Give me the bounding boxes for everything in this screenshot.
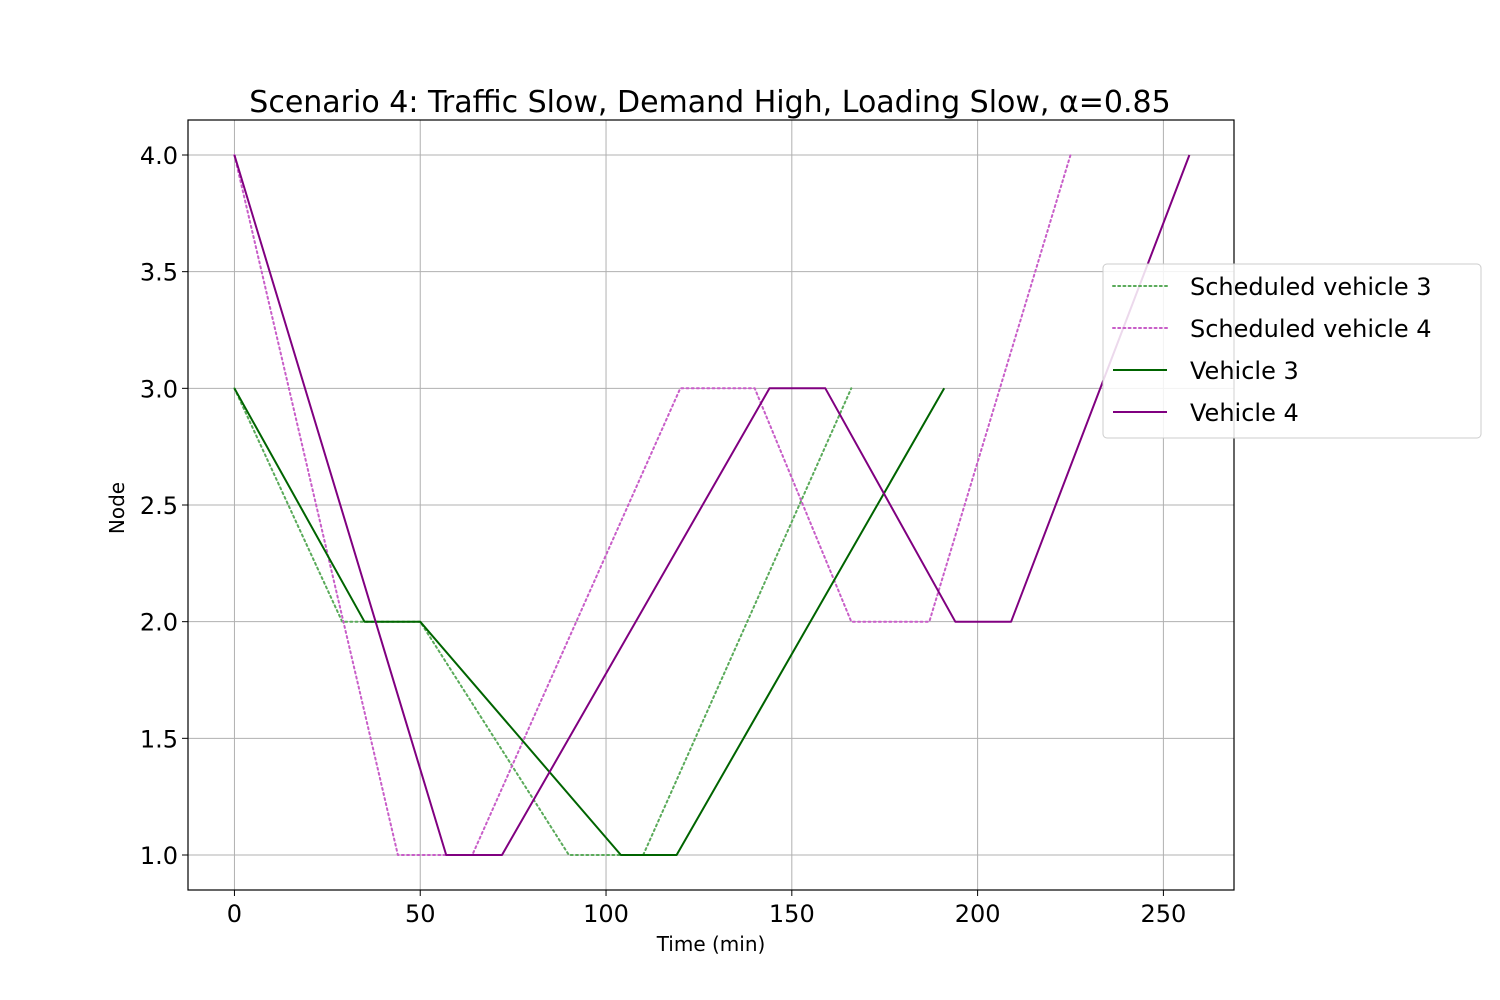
grid <box>188 120 1234 890</box>
y-tick-label: 1.0 <box>140 842 178 870</box>
legend-label: Scheduled vehicle 3 <box>1190 273 1432 301</box>
y-tick-label: 2.0 <box>140 609 178 637</box>
x-tick-label: 200 <box>955 900 1001 928</box>
y-tick-label: 1.5 <box>140 725 178 753</box>
x-tick-label: 150 <box>769 900 815 928</box>
legend-label: Vehicle 3 <box>1190 357 1299 385</box>
x-axis-label: Time (min) <box>656 932 766 956</box>
legend-label: Vehicle 4 <box>1190 399 1299 427</box>
y-tick-label: 2.5 <box>140 492 178 520</box>
series-line-3 <box>233 387 946 856</box>
series-line-2 <box>233 154 1072 856</box>
y-axis-label: Node <box>105 482 129 534</box>
series-line-4 <box>233 154 1191 856</box>
axis-ticks: 0 50 100 150 200 250 1.0 1.5 2.0 2.5 3.0 3.5 4.0 <box>140 142 1186 928</box>
x-tick-label: 50 <box>405 900 436 928</box>
legend: Scheduled vehicle 3 Scheduled vehicle 4 Ve… <box>1102 263 1482 439</box>
y-tick-label: 3.0 <box>140 375 178 403</box>
legend-box <box>1102 263 1482 439</box>
series-lines <box>233 154 1191 856</box>
y-tick-label: 3.5 <box>140 259 178 287</box>
legend-label: Scheduled vehicle 4 <box>1190 315 1432 343</box>
x-tick-label: 0 <box>227 900 242 928</box>
x-tick-label: 250 <box>1140 900 1186 928</box>
x-tick-label: 100 <box>583 900 629 928</box>
chart-title: Scenario 4: Traffic Slow, Demand High, L… <box>249 85 1170 120</box>
y-tick-label: 4.0 <box>140 142 178 170</box>
series-line-1 <box>233 387 853 856</box>
